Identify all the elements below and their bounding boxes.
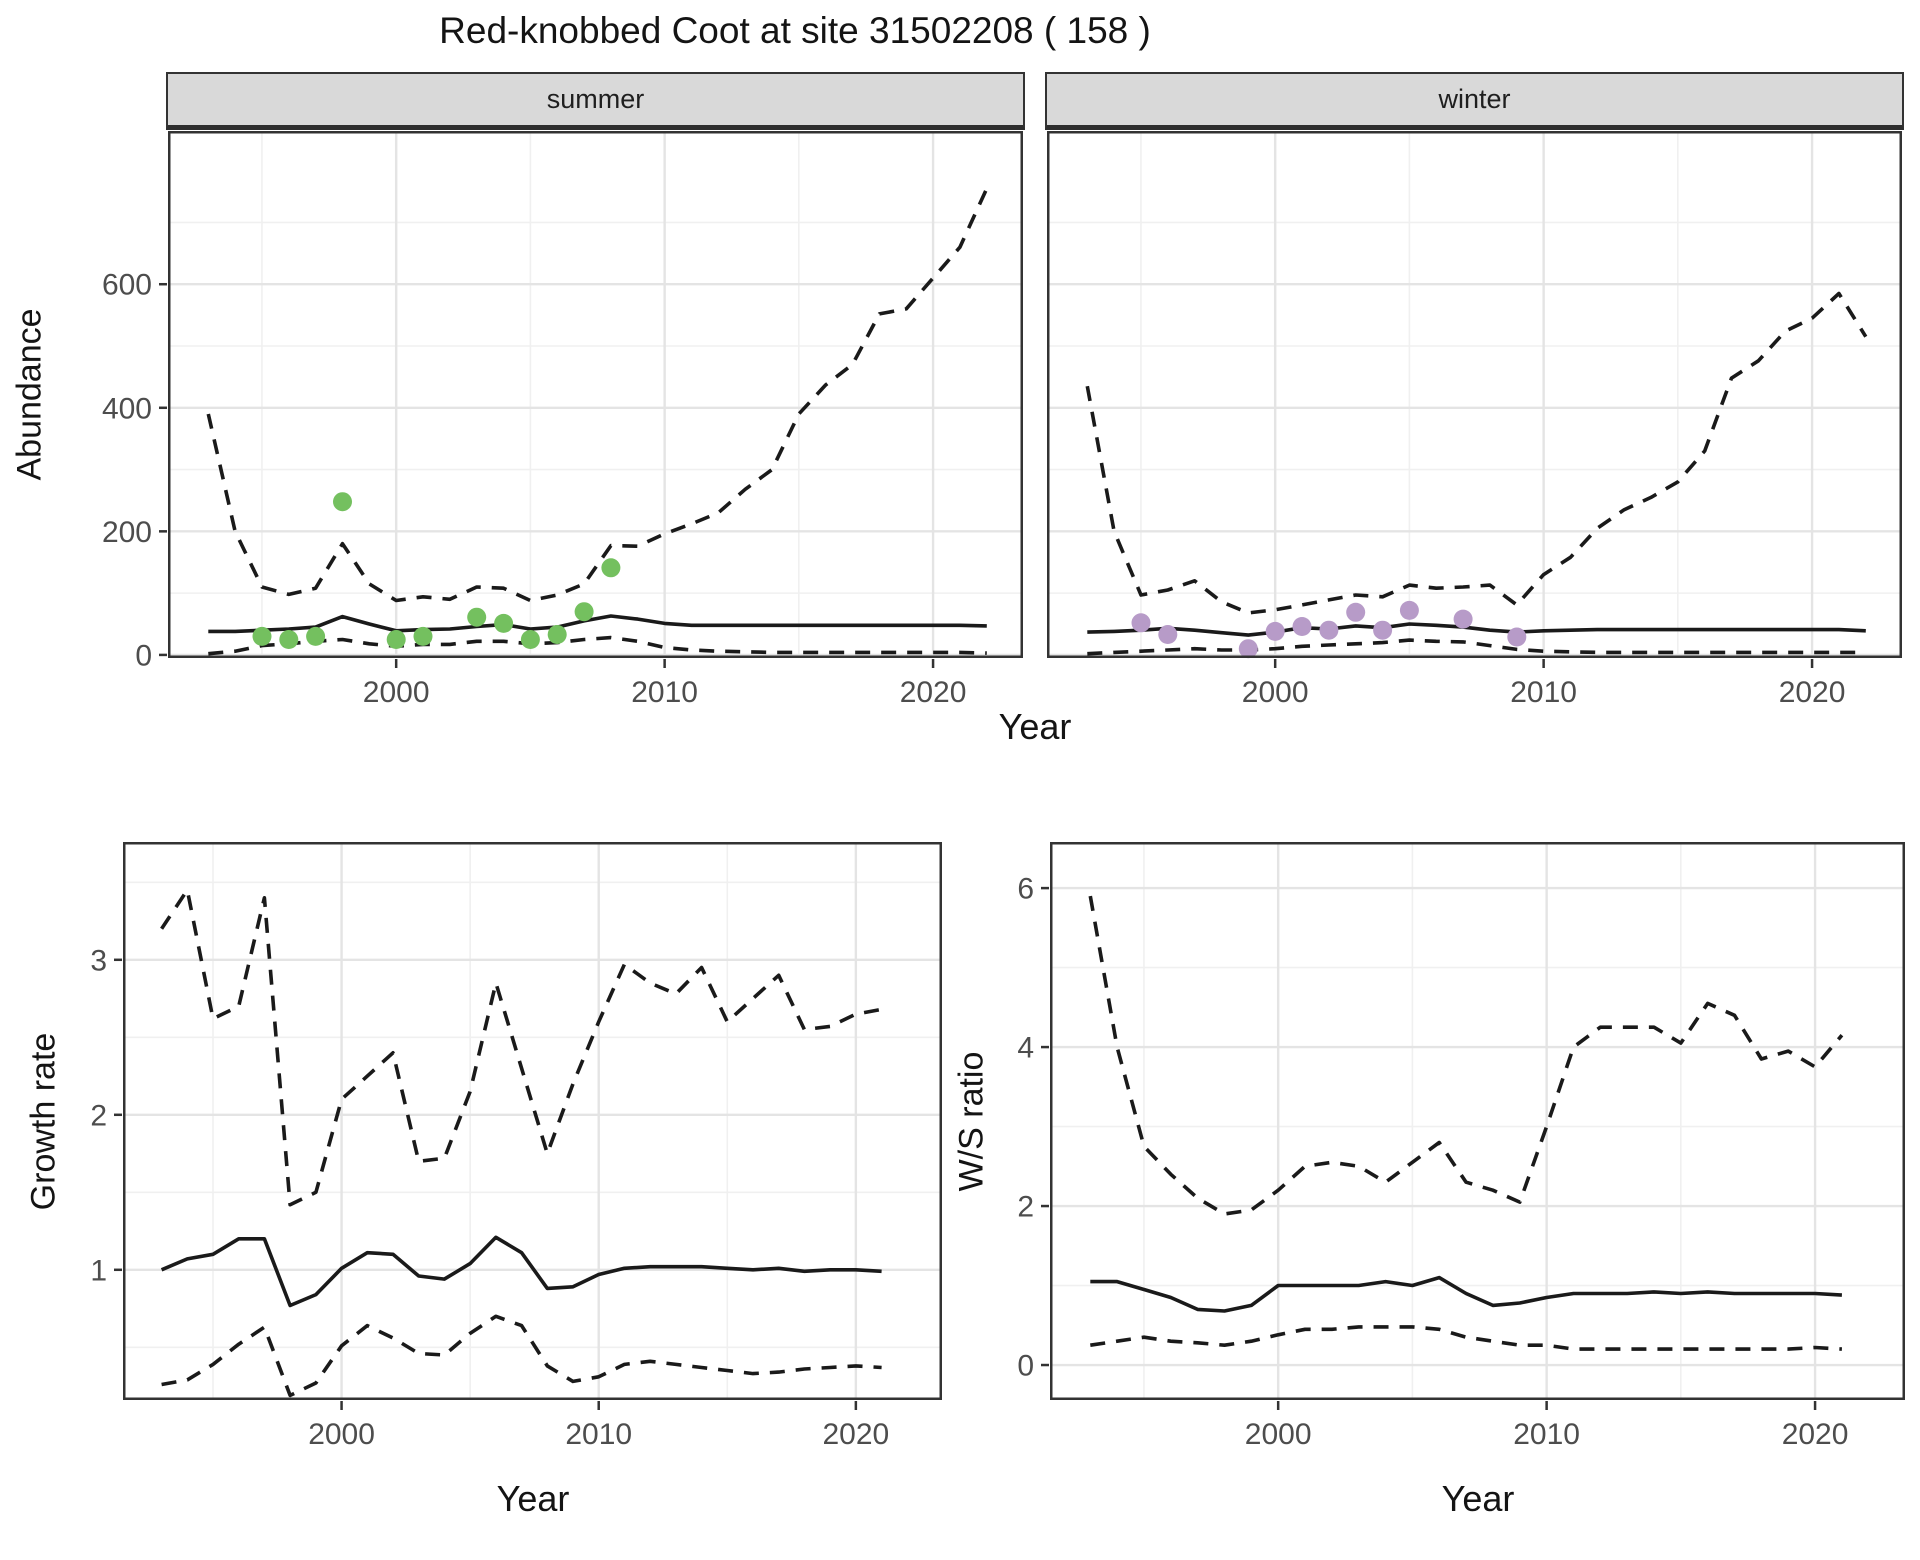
growth-axis-title-box: Growth rate <box>22 842 66 1400</box>
svg-text:2010: 2010 <box>565 1418 632 1451</box>
facet-strip-winter-label: winter <box>1438 84 1511 114</box>
svg-text:2000: 2000 <box>363 676 430 709</box>
svg-text:3: 3 <box>90 944 107 977</box>
ws-axis-title: W/S ratio <box>952 1051 991 1191</box>
svg-text:2: 2 <box>1017 1191 1034 1224</box>
svg-text:2000: 2000 <box>1245 1418 1312 1451</box>
svg-text:0: 0 <box>1017 1350 1034 1383</box>
summer-abundance-chart: 2000 2010 2020 0 200 400 600 <box>102 131 1023 709</box>
growth-rate-chart: 2000 2010 2020 1 2 3 <box>90 842 942 1451</box>
ws-axis-title-box: W/S ratio <box>950 842 994 1400</box>
ws-ratio-chart: 2000 2010 2020 0 2 4 6 <box>1017 842 1905 1451</box>
svg-text:2010: 2010 <box>631 676 698 709</box>
svg-text:2000: 2000 <box>308 1418 375 1451</box>
svg-text:2020: 2020 <box>822 1418 889 1451</box>
svg-text:2020: 2020 <box>900 676 967 709</box>
svg-text:4: 4 <box>1017 1032 1034 1065</box>
chart-title: Red-knobbed Coot at site 31502208 ( 158 … <box>439 10 1151 51</box>
svg-text:2000: 2000 <box>1242 676 1309 709</box>
facet-strip-winter: winter <box>1045 72 1904 130</box>
svg-text:2020: 2020 <box>1779 676 1846 709</box>
svg-text:600: 600 <box>102 269 152 302</box>
svg-text:0: 0 <box>135 639 152 672</box>
svg-text:2010: 2010 <box>1510 676 1577 709</box>
year-axis-title-bottom-left: Year <box>496 1478 570 1519</box>
growth-axis-title: Growth rate <box>24 1032 63 1210</box>
svg-text:6: 6 <box>1017 873 1034 906</box>
year-axis-title-top: Year <box>998 706 1072 747</box>
svg-text:400: 400 <box>102 392 152 425</box>
facet-strip-summer: summer <box>166 72 1025 130</box>
svg-text:1: 1 <box>90 1254 107 1287</box>
svg-text:2: 2 <box>90 1099 107 1132</box>
abundance-axis-title-box: Abundance <box>8 131 52 658</box>
year-axis-title-bottom-right: Year <box>1441 1478 1515 1519</box>
abundance-axis-title: Abundance <box>10 308 49 481</box>
svg-text:200: 200 <box>102 516 152 549</box>
facet-strip-summer-label: summer <box>546 84 645 114</box>
winter-abundance-chart: 2000 2010 2020 <box>1047 131 1902 709</box>
svg-text:2010: 2010 <box>1513 1418 1580 1451</box>
svg-text:2020: 2020 <box>1782 1418 1849 1451</box>
